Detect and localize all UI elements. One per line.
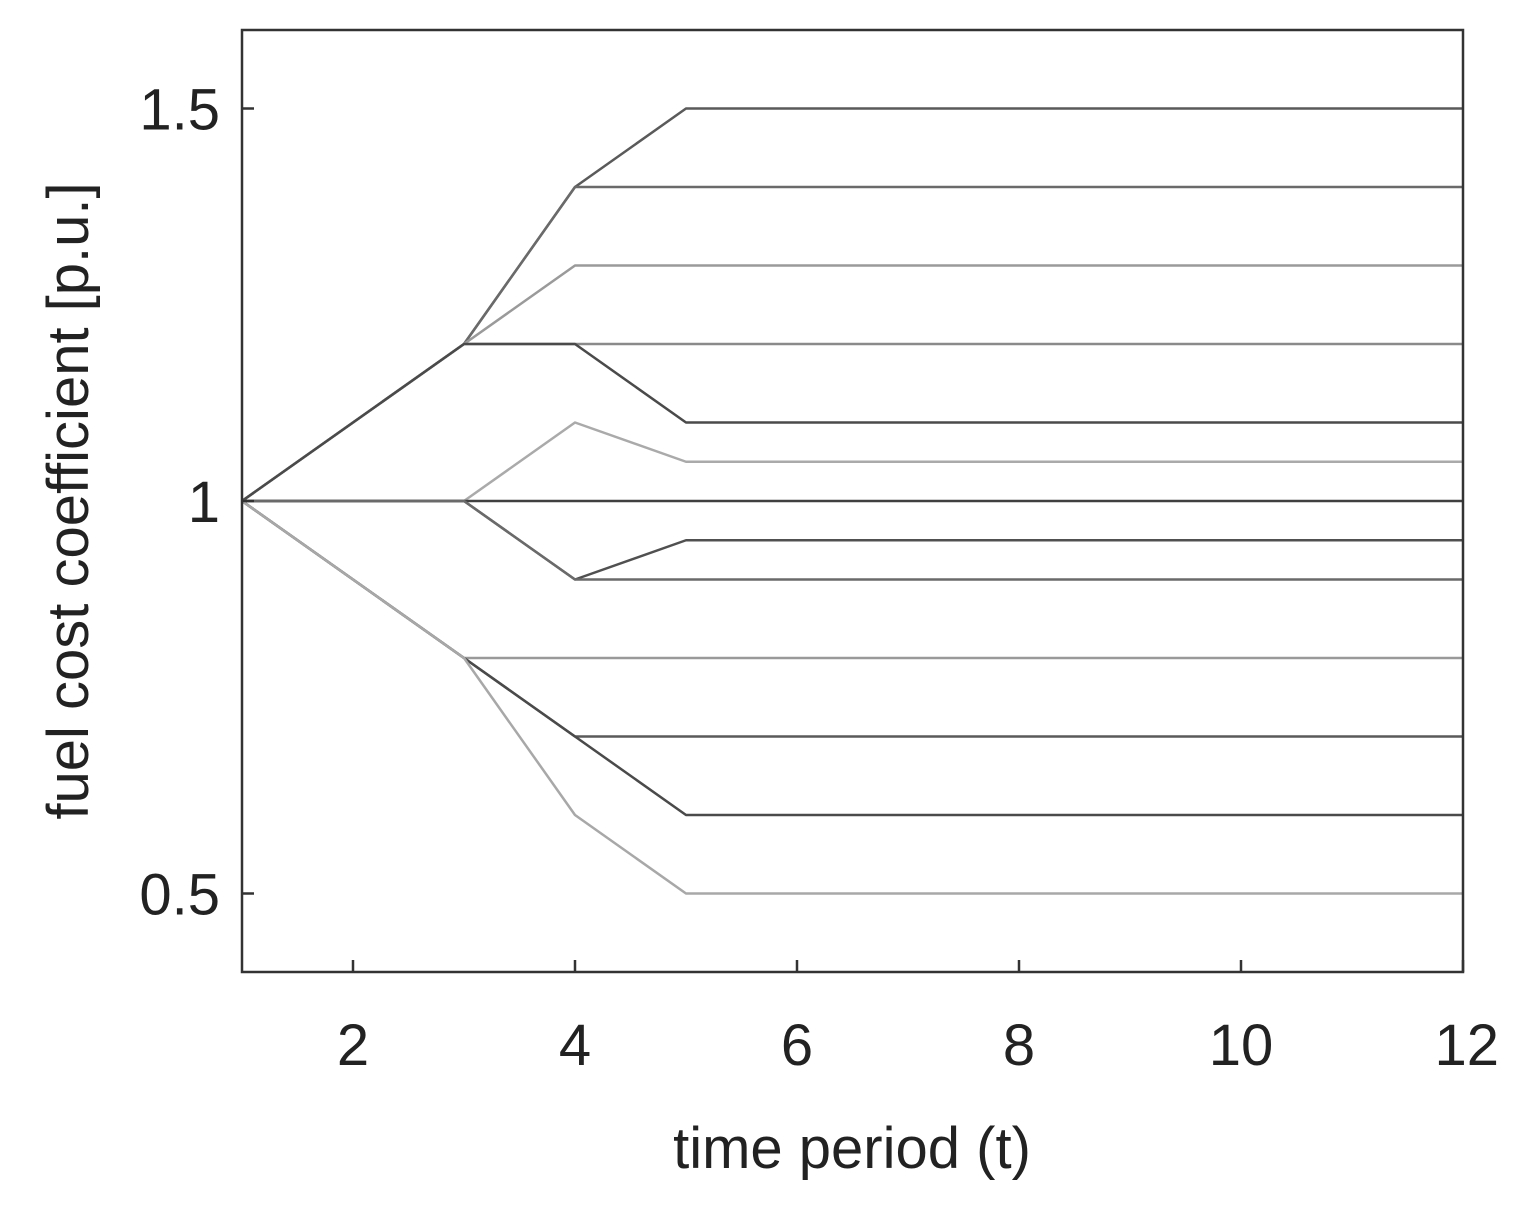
series-line-13 xyxy=(241,499,1463,895)
y-axis-title: fuel cost coefficient [p.u.] xyxy=(36,182,101,819)
series-line-5 xyxy=(241,342,1463,503)
y-tick-label: 1 xyxy=(188,470,220,535)
series-line-9 xyxy=(242,499,1463,581)
x-tick-label: 4 xyxy=(559,1013,591,1078)
y-tick-label: 1.5 xyxy=(139,78,220,143)
x-tick-label: 8 xyxy=(1003,1013,1035,1078)
x-tick-label: 2 xyxy=(337,1013,369,1078)
tick-layer: 2 4 6 8 10 12 0.5 1 1.5 xyxy=(139,78,1499,1079)
x-tick-label: 6 xyxy=(781,1013,813,1078)
x-tick-label: 10 xyxy=(1209,1013,1274,1078)
x-tick-label: 12 xyxy=(1434,1013,1499,1078)
x-axis-title: time period (t) xyxy=(673,1116,1031,1181)
series-layer xyxy=(241,107,1463,895)
plot-area-frame xyxy=(240,28,1465,974)
y-tick-label: 0.5 xyxy=(139,863,220,928)
